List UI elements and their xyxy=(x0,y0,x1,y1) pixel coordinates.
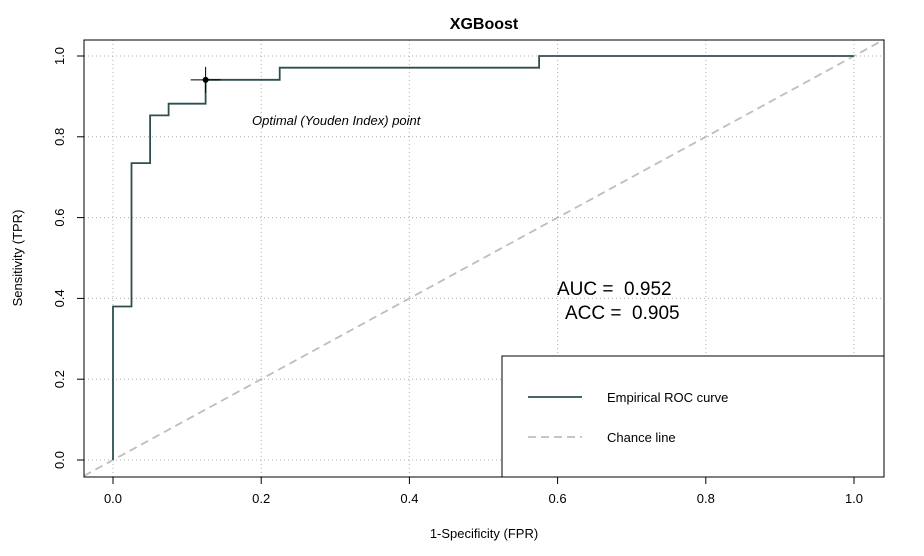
acc-label: ACC = 0.905 xyxy=(565,303,680,324)
y-tick-label-0: 0.0 xyxy=(52,451,67,469)
y-tick-label-5: 1.0 xyxy=(52,47,67,65)
legend-box xyxy=(501,355,885,478)
y-tick-label-1: 0.2 xyxy=(52,370,67,388)
x-tick-label-3: 0.6 xyxy=(549,491,567,506)
legend: Empirical ROC curve Chance line xyxy=(501,355,885,478)
optimal-point-label: Optimal (Youden Index) point xyxy=(252,113,422,128)
optimal-point-marker xyxy=(190,66,221,93)
chart-title: XGBoost xyxy=(450,16,519,33)
roc-curve xyxy=(112,55,854,460)
x-tick-label-2: 0.4 xyxy=(400,491,418,506)
x-tick-label-0: 0.0 xyxy=(104,491,122,506)
x-axis: 0.0 0.2 0.4 0.6 0.8 1.0 xyxy=(104,476,863,506)
x-tick-label-5: 1.0 xyxy=(845,491,863,506)
optimal-point-dot xyxy=(202,76,209,83)
y-tick-label-2: 0.4 xyxy=(52,289,67,307)
legend-roc-label: Empirical ROC curve xyxy=(607,390,728,405)
chance-line xyxy=(83,38,885,477)
y-axis-label: Sensitivity (TPR) xyxy=(10,210,25,307)
x-axis-label: 1-Specificity (FPR) xyxy=(430,526,538,541)
legend-chance-label: Chance line xyxy=(607,430,676,445)
y-axis: 0.0 0.2 0.4 0.6 0.8 1.0 xyxy=(52,47,85,469)
y-tick-label-4: 0.8 xyxy=(52,128,67,146)
x-tick-label-1: 0.2 xyxy=(252,491,270,506)
auc-label: AUC = 0.952 xyxy=(557,279,672,300)
y-tick-label-3: 0.6 xyxy=(52,209,67,227)
x-tick-label-4: 0.8 xyxy=(697,491,715,506)
